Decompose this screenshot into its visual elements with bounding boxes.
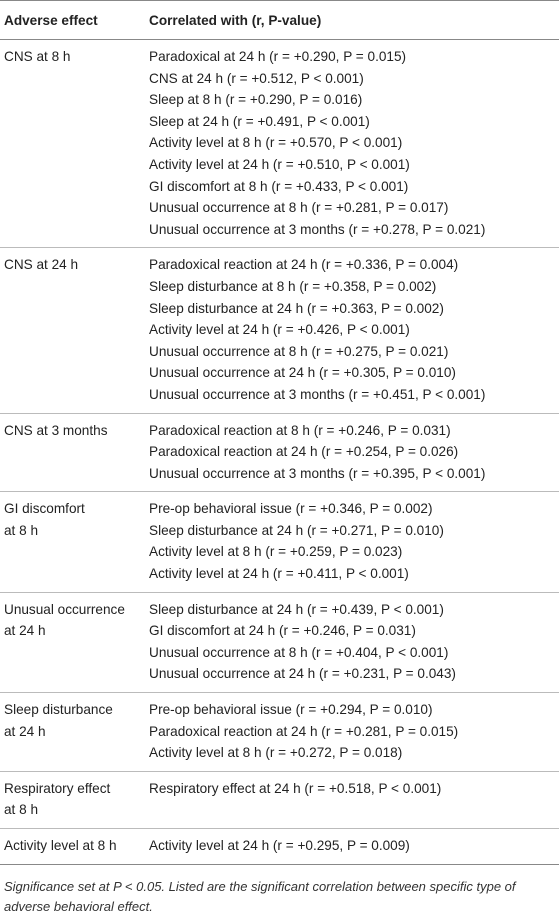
correlation-entry: Unusual occurrence at 3 months (r = +0.4… <box>149 386 486 402</box>
correlation-entry: Sleep at 8 h (r = +0.290, P = 0.016) <box>149 92 363 108</box>
table-body: CNS at 8 h Paradoxical at 24 h (r = +0.29… <box>0 39 559 865</box>
table-row: CNS at 24 h Paradoxical reaction at 24 h … <box>0 247 559 414</box>
correlation-entry: Activity level at 24 h (r = +0.426, P < … <box>149 322 410 338</box>
correlation-entry: Paradoxical reaction at 8 h (r = +0.246,… <box>149 422 451 438</box>
table-row: Sleep disturbance at 24 h Pre-op behavior… <box>0 692 559 772</box>
correlation-entry: Activity level at 8 h (r = +0.570, P < 0… <box>149 135 403 151</box>
effect-cell: GI discomfort at 8 h <box>0 491 145 593</box>
correlation-entry: Unusual occurrence at 8 h (r = +0.275, P… <box>149 343 449 359</box>
header-cell: Adverse effect <box>0 0 145 40</box>
correlation-entry: CNS at 24 h (r = +0.512, P < 0.001) <box>149 70 364 86</box>
header-row: Adverse effect Correlated with (r, P-val… <box>0 0 559 40</box>
effect-cell: Sleep disturbance at 24 h <box>0 692 145 772</box>
correlation-entry: Pre-op behavioral issue (r = +0.294, P =… <box>149 702 433 718</box>
correlation-entry: Activity level at 8 h (r = +0.272, P = 0… <box>149 745 403 761</box>
header-cell: Correlated with (r, P-value) <box>145 0 559 40</box>
table-row: CNS at 8 h Paradoxical at 24 h (r = +0.29… <box>0 39 559 249</box>
correlation-entry: Paradoxical reaction at 24 h (r = +0.254… <box>149 444 459 460</box>
correlation-entry: Sleep disturbance at 8 h (r = +0.358, P … <box>149 278 437 294</box>
correlation-entry: Respiratory effect at 24 h (r = +0.518, … <box>149 780 442 796</box>
correlation-entry: GI discomfort at 8 h (r = +0.433, P < 0.… <box>149 178 409 194</box>
table-row: CNS at 3 months Paradoxical reaction at 8… <box>0 413 559 493</box>
effect-cell: Respiratory effect at 8 h <box>0 771 145 830</box>
correlations-cell: Paradoxical reaction at 8 h (r = +0.246,… <box>145 413 559 493</box>
table-row: Unusual occurrence at 24 h Sleep disturba… <box>0 592 559 694</box>
effect-cell: Activity level at 8 h <box>0 828 145 865</box>
correlation-entry: Paradoxical reaction at 24 h (r = +0.336… <box>149 257 459 273</box>
correlation-entry: Activity level at 8 h (r = +0.259, P = 0… <box>149 544 403 560</box>
correlation-entry: Paradoxical at 24 h (r = +0.290, P = 0.0… <box>149 49 407 64</box>
correlation-entry: Sleep at 24 h (r = +0.491, P < 0.001) <box>149 113 370 129</box>
effect-cell: CNS at 8 h <box>0 39 145 249</box>
correlation-entry: Unusual occurrence at 24 h (r = +0.231, … <box>149 666 456 682</box>
correlation-entry: Sleep disturbance at 24 h (r = +0.439, P… <box>149 601 444 617</box>
correlations-cell: Pre-op behavioral issue (r = +0.294, P =… <box>145 692 559 772</box>
correlation-entry: Unusual occurrence at 8 h (r = +0.404, P… <box>149 644 449 660</box>
correlation-entry: Activity level at 24 h (r = +0.510, P < … <box>149 156 410 172</box>
correlations-cell: Activity level at 24 h (r = +0.295, P = … <box>145 828 559 865</box>
correlation-entry: Activity level at 24 h (r = +0.411, P < … <box>149 566 409 582</box>
effect-cell: CNS at 3 months <box>0 413 145 493</box>
correlation-table: Adverse effect Correlated with (r, P-val… <box>0 0 559 865</box>
correlations-cell: Paradoxical reaction at 24 h (r = +0.336… <box>145 247 559 414</box>
table-row: Activity level at 8 h Activity level at 2… <box>0 828 559 865</box>
correlations-cell: Sleep disturbance at 24 h (r = +0.439, P… <box>145 592 559 694</box>
effect-cell: CNS at 24 h <box>0 247 145 414</box>
correlations-cell: Respiratory effect at 24 h (r = +0.518, … <box>145 771 559 830</box>
correlation-entry: Unusual occurrence at 3 months (r = +0.2… <box>149 221 486 237</box>
table-row: Respiratory effect at 8 h Respiratory eff… <box>0 771 559 830</box>
correlation-entry: Unusual occurrence at 8 h (r = +0.281, P… <box>149 200 449 216</box>
correlation-entry: Activity level at 24 h (r = +0.295, P = … <box>149 838 410 853</box>
correlation-entry: GI discomfort at 24 h (r = +0.246, P = 0… <box>149 623 416 639</box>
table-row: GI discomfort at 8 h Pre-op behavioral is… <box>0 491 559 593</box>
footnote: Significance set at P < 0.05. Listed are… <box>4 878 516 914</box>
correlation-entry: Unusual occurrence at 24 h (r = +0.305, … <box>149 365 456 381</box>
correlations-cell: Pre-op behavioral issue (r = +0.346, P =… <box>145 491 559 593</box>
correlations-cell: Paradoxical at 24 h (r = +0.290, P = 0.0… <box>145 39 559 249</box>
correlation-entry: Pre-op behavioral issue (r = +0.346, P =… <box>149 501 433 517</box>
correlation-entry: Unusual occurrence at 3 months (r = +0.3… <box>149 465 486 481</box>
correlation-entry: Sleep disturbance at 24 h (r = +0.271, P… <box>149 522 444 538</box>
correlation-entry: Sleep disturbance at 24 h (r = +0.363, P… <box>149 300 444 316</box>
effect-cell: Unusual occurrence at 24 h <box>0 592 145 694</box>
correlation-entry: Paradoxical reaction at 24 h (r = +0.281… <box>149 723 459 739</box>
